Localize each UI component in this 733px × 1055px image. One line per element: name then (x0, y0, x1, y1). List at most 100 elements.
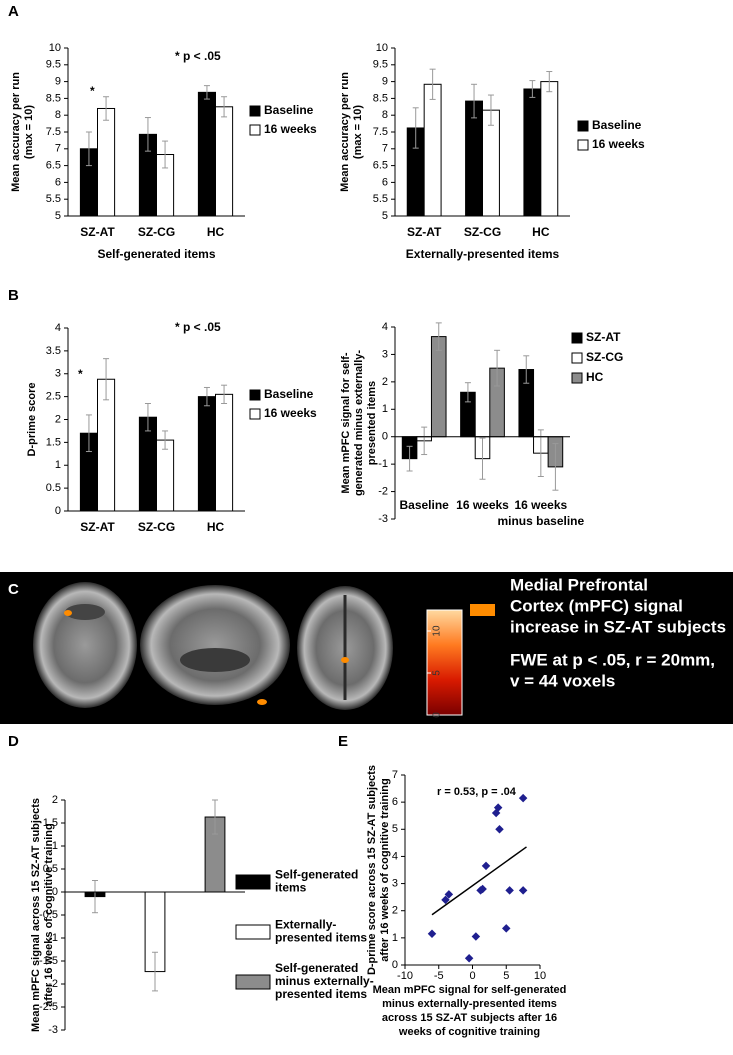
point (444, 890, 454, 899)
error-bar (529, 80, 536, 98)
y-tick-label: 8 (382, 109, 388, 121)
legend-label: SZ-AT (586, 330, 621, 344)
legend-label: presented items (275, 987, 367, 1001)
y-tick-label: 0.5 (43, 863, 58, 875)
error-bar (487, 94, 494, 126)
legend-swatch (571, 332, 583, 344)
point (495, 825, 504, 834)
error-bar (103, 96, 110, 121)
x-tick-label: 16 weeks (514, 498, 567, 512)
legend-swatch (249, 105, 261, 117)
point (493, 803, 503, 812)
y-tick-label: 9.5 (46, 59, 61, 71)
y-tick-label: -2 (48, 978, 58, 990)
point (464, 953, 474, 963)
y-tick-label: 8 (55, 109, 61, 121)
x-axis-label: Externally-presented items (406, 247, 560, 261)
bar (540, 81, 559, 217)
legend-swatch (249, 124, 261, 136)
legend-label: Externally- (275, 918, 336, 932)
legend-label: Baseline (264, 103, 314, 117)
x-axis-label: Mean mPFC signal for self-generated (373, 984, 567, 996)
y-tick-label: 7.5 (373, 126, 388, 138)
y-tick-label: 8.5 (46, 92, 61, 104)
legend-label: 16 weeks (264, 122, 317, 136)
y-tick-label: -1 (378, 458, 388, 470)
error-bar (85, 131, 92, 167)
error-bar (523, 355, 530, 384)
x-tick-label: SZ-AT (80, 520, 115, 534)
y-tick-label: 0 (382, 431, 388, 443)
legend-swatch (470, 604, 495, 616)
y-axis-label: (max = 10) (23, 105, 35, 159)
error-bar (203, 386, 210, 407)
y-tick-label: 5 (55, 210, 61, 222)
y-tick-label: 0 (52, 886, 58, 898)
error-bar (85, 414, 92, 453)
colorbar-tick-label: 5 (432, 670, 443, 676)
y-tick-label: 3.5 (46, 345, 61, 357)
error-bar (144, 402, 151, 432)
y-axis-label: Mean accuracy per run (339, 72, 351, 192)
bar (430, 336, 447, 438)
y-tick-label: 9 (382, 76, 388, 88)
legend-label: SZ-CG (586, 350, 623, 364)
y-axis-label: generated minus externally- (353, 350, 365, 496)
y-tick-label: 9 (55, 76, 61, 88)
error-bar (471, 83, 478, 119)
panel-letter: C (8, 581, 19, 598)
y-tick-label: 1 (52, 840, 58, 852)
y-tick-label: 5 (392, 823, 398, 835)
x-tick-label: SZ-AT (80, 225, 115, 239)
error-bar (494, 349, 501, 387)
x-tick-label: -5 (434, 970, 444, 982)
y-tick-label: 2 (392, 905, 398, 917)
y-tick-label: 3 (382, 348, 388, 360)
error-bar (435, 322, 442, 351)
error-bar (162, 430, 169, 450)
point (505, 886, 514, 895)
legend-swatch (249, 389, 261, 401)
error-bar (221, 96, 228, 118)
x-tick-label: HC (532, 225, 550, 239)
bar (423, 83, 442, 217)
x-tick-label: 5 (503, 970, 509, 982)
y-tick-label: 3 (55, 368, 61, 380)
legend-swatch (235, 924, 271, 940)
y-tick-label: -1.5 (39, 955, 58, 967)
point (478, 884, 487, 894)
x-tick-label: HC (207, 225, 225, 239)
y-tick-label: -0.5 (39, 909, 58, 921)
brain-sagittal (140, 585, 290, 705)
panel-letter: A (8, 3, 19, 20)
bar (215, 393, 234, 512)
legend-swatch (577, 139, 589, 151)
y-tick-label: 7 (55, 143, 61, 155)
annotation: * p < .05 (175, 49, 221, 63)
y-tick-label: 6.5 (373, 160, 388, 172)
colorbar-tick-label: 0 (432, 712, 443, 718)
x-tick-label: SZ-CG (138, 225, 175, 239)
caption: Medial Prefrontal (510, 575, 648, 594)
y-tick-label: 4 (382, 321, 388, 333)
bar (197, 91, 216, 217)
x-tick-label: Baseline (399, 498, 449, 512)
y-tick-label: 7 (382, 143, 388, 155)
y-tick-label: 10 (49, 42, 61, 54)
legend-label: items (275, 881, 307, 895)
annotation: * (78, 367, 83, 381)
brain-detail (180, 648, 250, 672)
activation-blob (341, 657, 349, 663)
x-axis-label: Self-generated items (97, 247, 215, 261)
point (518, 793, 528, 803)
activation-blob (64, 610, 72, 616)
y-tick-label: 1 (55, 459, 61, 471)
legend-swatch (571, 352, 583, 364)
y-tick-label: 1.5 (43, 817, 58, 829)
annotation: r = 0.53, p = .04 (437, 786, 517, 798)
legend-label: Baseline (592, 118, 642, 132)
y-axis-label: Mean accuracy per run (10, 72, 22, 192)
y-tick-label: 5.5 (373, 193, 388, 205)
